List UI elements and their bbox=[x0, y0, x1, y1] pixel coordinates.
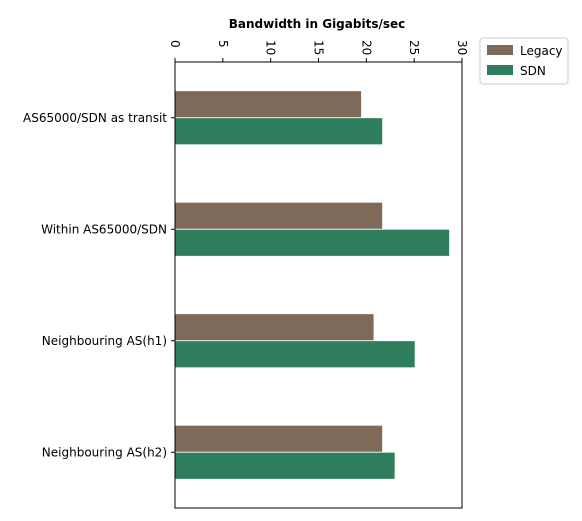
bar-legacy-3 bbox=[174, 424, 383, 453]
bar-sdn-1 bbox=[174, 228, 450, 257]
legend-label-legacy: Legacy bbox=[520, 44, 563, 58]
legend: Legacy SDN bbox=[479, 37, 569, 85]
bar-legacy-2 bbox=[174, 313, 375, 342]
category-label: AS65000/SDN as transit bbox=[23, 111, 167, 125]
bar-sdn-2 bbox=[174, 340, 416, 369]
x-axis-ticks: 0 5 10 15 20 25 30 bbox=[168, 40, 469, 62]
x-tick-label: 10 bbox=[264, 40, 278, 55]
bar-legacy-1 bbox=[174, 201, 383, 230]
category-label: Neighbouring AS(h2) bbox=[42, 445, 167, 459]
legend-swatch-legacy bbox=[487, 45, 513, 55]
legend-swatch-sdn bbox=[487, 65, 513, 75]
x-tick-label: 5 bbox=[216, 40, 230, 48]
x-tick-label: 20 bbox=[359, 40, 373, 55]
x-tick-label: 0 bbox=[168, 40, 182, 48]
x-tick-label: 15 bbox=[312, 40, 326, 55]
bars-group bbox=[174, 90, 450, 480]
category-label: Neighbouring AS(h1) bbox=[42, 334, 167, 348]
x-tick-label: 25 bbox=[407, 40, 421, 55]
category-labels: AS65000/SDN as transit Within AS65000/SDN… bbox=[23, 111, 175, 459]
bar-sdn-3 bbox=[174, 451, 396, 480]
chart-title: Bandwidth in Gigabits/sec bbox=[229, 17, 405, 31]
plot-frame bbox=[174, 61, 463, 509]
bar-legacy-0 bbox=[174, 90, 362, 119]
bar-sdn-0 bbox=[174, 117, 383, 146]
legend-label-sdn: SDN bbox=[520, 64, 546, 78]
x-tick-label: 30 bbox=[455, 40, 469, 55]
category-label: Within AS65000/SDN bbox=[41, 222, 167, 236]
